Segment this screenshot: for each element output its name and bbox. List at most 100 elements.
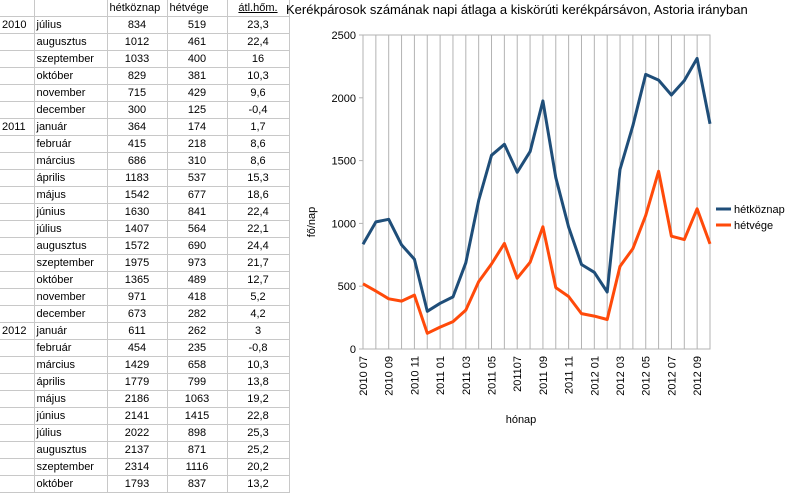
sheet-cell[interactable] (0, 475, 35, 493)
sheet-cell[interactable]: 3 (227, 322, 290, 340)
sheet-cell[interactable]: 829 (107, 67, 168, 85)
sheet-cell[interactable]: 611 (107, 322, 168, 340)
sheet-cell[interactable]: 673 (107, 305, 168, 323)
sheet-cell[interactable] (0, 67, 35, 85)
sheet-cell[interactable] (0, 356, 35, 374)
sheet-cell[interactable]: 125 (167, 101, 228, 119)
sheet-cell[interactable]: 1542 (107, 186, 168, 204)
sheet-cell[interactable]: szeptember (34, 50, 108, 68)
sheet-cell[interactable]: 364 (107, 118, 168, 136)
sheet-cell[interactable]: július (34, 16, 108, 34)
sheet-cell[interactable]: 13,8 (227, 373, 290, 391)
sheet-cell[interactable]: 22,8 (227, 407, 290, 425)
sheet-cell[interactable]: június (34, 407, 108, 425)
sheet-cell[interactable]: 686 (107, 152, 168, 170)
sheet-cell[interactable] (0, 441, 35, 459)
sheet-cell[interactable]: augusztus (34, 441, 108, 459)
sheet-cell[interactable] (0, 50, 35, 68)
sheet-cell[interactable]: 2011 (0, 118, 35, 136)
sheet-cell[interactable]: június (34, 203, 108, 221)
sheet-cell[interactable]: 690 (167, 237, 228, 255)
sheet-cell[interactable]: 454 (107, 339, 168, 357)
sheet-cell[interactable]: július (34, 424, 108, 442)
sheet-cell[interactable]: 22,4 (227, 33, 290, 51)
sheet-cell[interactable]: 1012 (107, 33, 168, 51)
sheet-header-cell[interactable] (34, 0, 108, 17)
sheet-cell[interactable]: 973 (167, 254, 228, 272)
sheet-cell[interactable]: 174 (167, 118, 228, 136)
sheet-header-cell[interactable]: hétvége (167, 0, 228, 17)
sheet-cell[interactable]: 15,3 (227, 169, 290, 187)
sheet-cell[interactable]: február (34, 135, 108, 153)
sheet-cell[interactable] (0, 339, 35, 357)
sheet-cell[interactable] (0, 220, 35, 238)
sheet-cell[interactable]: május (34, 186, 108, 204)
sheet-cell[interactable]: március (34, 356, 108, 374)
sheet-cell[interactable] (0, 33, 35, 51)
sheet-cell[interactable]: -0,4 (227, 101, 290, 119)
sheet-header-cell[interactable] (0, 0, 35, 17)
sheet-cell[interactable]: 1033 (107, 50, 168, 68)
sheet-cell[interactable]: 300 (107, 101, 168, 119)
sheet-cell[interactable]: 4,2 (227, 305, 290, 323)
sheet-cell[interactable]: 841 (167, 203, 228, 221)
sheet-cell[interactable]: 461 (167, 33, 228, 51)
sheet-cell[interactable] (0, 84, 35, 102)
sheet-cell[interactable]: 1572 (107, 237, 168, 255)
sheet-cell[interactable]: 8,6 (227, 135, 290, 153)
sheet-cell[interactable]: 1975 (107, 254, 168, 272)
sheet-cell[interactable]: 1183 (107, 169, 168, 187)
sheet-cell[interactable] (0, 169, 35, 187)
sheet-cell[interactable]: 21,7 (227, 254, 290, 272)
sheet-cell[interactable]: 22,1 (227, 220, 290, 238)
sheet-cell[interactable] (0, 458, 35, 476)
sheet-cell[interactable]: április (34, 169, 108, 187)
sheet-cell[interactable]: 715 (107, 84, 168, 102)
sheet-cell[interactable]: december (34, 305, 108, 323)
sheet-cell[interactable]: 2012 (0, 322, 35, 340)
sheet-cell[interactable]: 25,2 (227, 441, 290, 459)
sheet-cell[interactable]: március (34, 152, 108, 170)
sheet-cell[interactable]: 10,3 (227, 67, 290, 85)
sheet-cell[interactable]: 898 (167, 424, 228, 442)
sheet-cell[interactable] (0, 288, 35, 306)
sheet-cell[interactable]: 519 (167, 16, 228, 34)
sheet-cell[interactable]: február (34, 339, 108, 357)
sheet-cell[interactable]: 429 (167, 84, 228, 102)
sheet-cell[interactable] (0, 101, 35, 119)
sheet-cell[interactable]: 1415 (167, 407, 228, 425)
sheet-cell[interactable]: november (34, 84, 108, 102)
sheet-cell[interactable]: 8,6 (227, 152, 290, 170)
sheet-cell[interactable] (0, 373, 35, 391)
sheet-cell[interactable]: 16 (227, 50, 290, 68)
sheet-cell[interactable]: november (34, 288, 108, 306)
sheet-cell[interactable]: -0,8 (227, 339, 290, 357)
sheet-cell[interactable] (0, 254, 35, 272)
sheet-cell[interactable]: 2010 (0, 16, 35, 34)
sheet-cell[interactable]: 834 (107, 16, 168, 34)
sheet-cell[interactable] (0, 424, 35, 442)
sheet-cell[interactable]: 799 (167, 373, 228, 391)
sheet-cell[interactable]: 1429 (107, 356, 168, 374)
sheet-cell[interactable]: 418 (167, 288, 228, 306)
sheet-cell[interactable]: 282 (167, 305, 228, 323)
sheet-cell[interactable] (0, 237, 35, 255)
sheet-cell[interactable]: április (34, 373, 108, 391)
sheet-header-cell[interactable]: hétköznap (107, 0, 168, 17)
sheet-cell[interactable]: 1630 (107, 203, 168, 221)
sheet-cell[interactable]: 1116 (167, 458, 228, 476)
sheet-cell[interactable]: 415 (107, 135, 168, 153)
sheet-cell[interactable]: 20,2 (227, 458, 290, 476)
sheet-cell[interactable]: 1779 (107, 373, 168, 391)
sheet-cell[interactable] (0, 186, 35, 204)
sheet-cell[interactable]: 24,4 (227, 237, 290, 255)
sheet-cell[interactable] (0, 407, 35, 425)
sheet-cell[interactable] (0, 390, 35, 408)
sheet-cell[interactable]: 13,2 (227, 475, 290, 493)
sheet-cell[interactable]: 9,6 (227, 84, 290, 102)
sheet-cell[interactable] (0, 271, 35, 289)
sheet-cell[interactable]: 1793 (107, 475, 168, 493)
sheet-cell[interactable]: 5,2 (227, 288, 290, 306)
sheet-cell[interactable]: szeptember (34, 254, 108, 272)
sheet-cell[interactable]: 23,3 (227, 16, 290, 34)
